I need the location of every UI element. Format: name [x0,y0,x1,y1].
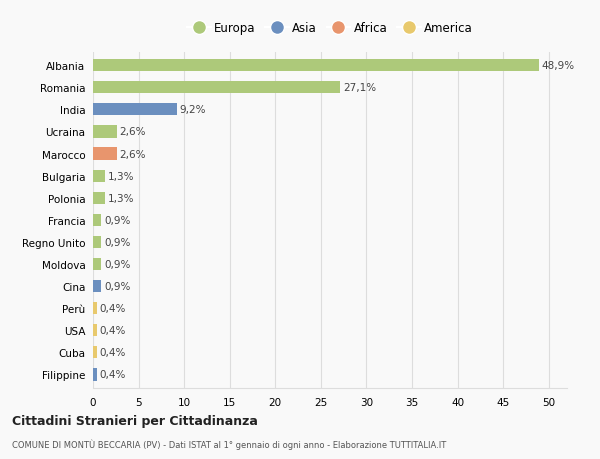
Text: 0,4%: 0,4% [100,369,126,380]
Bar [93,302,97,314]
Text: 48,9%: 48,9% [541,61,575,71]
Bar [93,369,97,381]
Text: Cittadini Stranieri per Cittadinanza: Cittadini Stranieri per Cittadinanza [12,414,258,428]
Text: 0,9%: 0,9% [104,259,130,269]
Text: 27,1%: 27,1% [343,83,376,93]
Bar [93,325,97,336]
Text: 9,2%: 9,2% [179,105,206,115]
Text: 0,9%: 0,9% [104,237,130,247]
Bar [93,126,116,138]
Bar [93,104,177,116]
Text: COMUNE DI MONTÙ BECCARIA (PV) - Dati ISTAT al 1° gennaio di ogni anno - Elaboraz: COMUNE DI MONTÙ BECCARIA (PV) - Dati IST… [12,439,446,449]
Text: 0,9%: 0,9% [104,281,130,291]
Text: 0,4%: 0,4% [100,303,126,313]
Bar [93,82,340,94]
Bar [93,347,97,358]
Bar [93,148,116,160]
Bar [93,258,101,270]
Text: 0,9%: 0,9% [104,215,130,225]
Bar [93,236,101,248]
Bar [93,170,105,182]
Bar [93,214,101,226]
Bar [93,60,539,72]
Bar [93,280,101,292]
Bar [93,192,105,204]
Text: 1,3%: 1,3% [107,193,134,203]
Text: 2,6%: 2,6% [119,127,146,137]
Text: 0,4%: 0,4% [100,347,126,358]
Legend: Europa, Asia, Africa, America: Europa, Asia, Africa, America [184,18,476,39]
Text: 2,6%: 2,6% [119,149,146,159]
Text: 1,3%: 1,3% [107,171,134,181]
Text: 0,4%: 0,4% [100,325,126,336]
